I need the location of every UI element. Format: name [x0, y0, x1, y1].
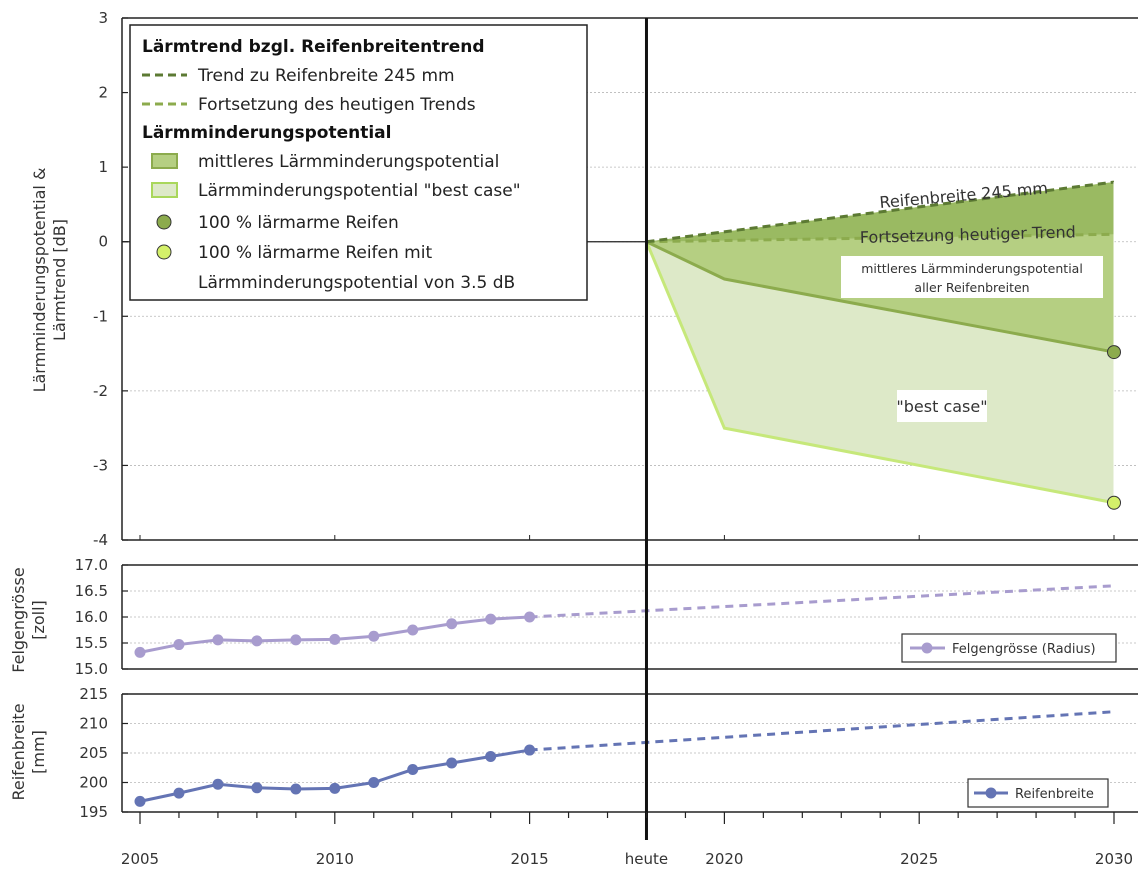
felgen-data-point [290, 634, 302, 646]
breite-data-point [134, 795, 146, 807]
main-ytick-label: -1 [93, 307, 108, 325]
xtick-label: 2015 [511, 850, 549, 868]
felgen-ytick-label: 16.0 [75, 608, 108, 626]
legend-swatch-best [151, 182, 178, 198]
felgen-data-point [368, 630, 380, 642]
felgen-data-point [134, 646, 146, 658]
main-ytick-label: 1 [98, 158, 108, 176]
main-ytick-label: -2 [93, 382, 108, 400]
breite-legend-label: Reifenbreite [1015, 787, 1094, 802]
xtick-label: 2025 [900, 850, 938, 868]
breite-legend-swatch-dot [985, 787, 997, 799]
legend-item-trend-today: Fortsetzung des heutigen Trends [198, 95, 476, 115]
tick-layer: -4 -3 -2 -1 0 1 2 3 15.0 15.5 16.0 16.5 17.0 195 200 20… [75, 9, 1134, 868]
breite-ylabel-line2: [mm] [29, 730, 48, 774]
felgen-data-point [329, 633, 341, 645]
legend-item-trend245: Trend zu Reifenbreite 245 mm [197, 66, 455, 86]
felgen-ytick-label: 15.5 [75, 634, 108, 652]
breite-ytick-label: 215 [79, 685, 108, 703]
breite-ylabel-line1: Reifenbreite [9, 703, 28, 800]
breite-data-point [368, 777, 380, 788]
felgen-data-point [173, 639, 185, 651]
annotation-best-box [897, 390, 987, 422]
felgen-ylabel-line2: [zoll] [29, 600, 48, 640]
legend-item-100-35-line2: Lärmminderungspotential von 3.5 dB [198, 273, 515, 293]
felgen-ytick-label: 15.0 [75, 660, 108, 678]
breite-data-point [446, 757, 458, 769]
breite-ytick-label: 195 [79, 803, 108, 821]
legend-item-100: 100 % lärmarme Reifen [198, 213, 399, 233]
legend-header-potential: Lärmminderungspotential [142, 123, 391, 143]
breite-data-point [407, 764, 419, 776]
marker-100-laermarm-35 [1107, 495, 1121, 510]
breite-data-point [290, 783, 302, 795]
best-case-area [646, 241, 1114, 503]
felgen-legend-label: Felgengrösse (Radius) [952, 642, 1096, 657]
breite-data-point [329, 782, 341, 794]
legend-swatch-mittleres [151, 153, 178, 169]
main-ytick-label: 2 [98, 84, 108, 102]
xtick-label: 2020 [705, 850, 743, 868]
felgen-data-point [212, 634, 224, 646]
xtick-label: 2010 [316, 850, 354, 868]
felgen-ylabel-line1: Felgengrösse [9, 567, 28, 672]
legend-swatch-100 [156, 214, 172, 230]
felgen-ytick-label: 17.0 [75, 556, 108, 574]
breite-data-point [251, 782, 263, 794]
main-ylabel-line2: Lärmtrend [dB] [50, 219, 69, 341]
series-best-case-line [645, 241, 1115, 505]
felgen-data-point [446, 618, 458, 630]
legend-swatch-100-35 [156, 244, 172, 260]
breite-ytick-label: 210 [79, 715, 108, 733]
xtick-label: heute [625, 850, 668, 868]
breite-data-point [212, 778, 224, 790]
main-ytick-label: -4 [93, 531, 108, 549]
xtick-label: 2030 [1095, 850, 1133, 868]
felgen-legend: Felgengrösse (Radius) [901, 633, 1117, 663]
felgen-ytick-label: 16.5 [75, 582, 108, 600]
breite-ytick-label: 200 [79, 774, 108, 792]
annotation-best: "best case" [896, 397, 987, 416]
felgen-data-point [251, 635, 263, 647]
main-ytick-label: 3 [98, 9, 108, 27]
annotation-mittleres-box [841, 256, 1103, 298]
felgen-projection-line [529, 584, 1115, 619]
felgen-data-point [485, 613, 497, 625]
annotation-mittleres-line1: mittleres Lärmminderungspotential [861, 261, 1083, 276]
annotation-mittleres-line2: aller Reifenbreiten [914, 280, 1029, 295]
felgen-legend-swatch-dot [921, 642, 933, 654]
legend-header-laermtrend: Lärmtrend bzgl. Reifenbreitentrend [142, 37, 485, 57]
breite-data-point [485, 751, 497, 763]
breite-projection-line [529, 710, 1115, 752]
legend-item-mittleres: mittleres Lärmminderungspotential [198, 152, 499, 172]
main-ylabel-line1: Lärmminderungspotential & [30, 168, 49, 393]
main-ytick-label: 0 [98, 233, 108, 251]
main-legend-box [129, 24, 588, 301]
felgen-data-point [407, 624, 419, 636]
legend-item-best: Lärmminderungspotential "best case" [198, 181, 521, 201]
breite-ytick-label: 205 [79, 744, 108, 762]
legend-item-100-35-line1: 100 % lärmarme Reifen mit [198, 243, 432, 263]
xtick-label: 2005 [121, 850, 159, 868]
breite-data-point [173, 787, 185, 799]
main-legend: Lärmtrend bzgl. Reifenbreitentrend Trend… [129, 24, 588, 301]
marker-100-laermarm [1107, 345, 1121, 360]
frame-layer [121, 17, 1138, 840]
breite-legend: Reifenbreite [967, 778, 1109, 808]
series-trend245-line [646, 180, 1115, 244]
main-ytick-label: -3 [93, 456, 108, 474]
series-mittleres-line [645, 240, 1115, 354]
